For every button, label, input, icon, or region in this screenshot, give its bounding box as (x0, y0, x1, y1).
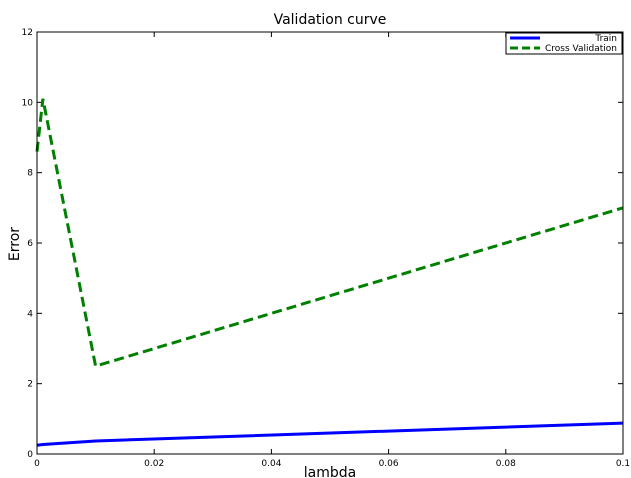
x-tick-label: 0.04 (261, 459, 281, 469)
legend-label-train: Train (594, 34, 617, 44)
y-tick-label: 10 (22, 98, 34, 108)
y-tick-label: 2 (27, 380, 33, 390)
y-tick-label: 6 (27, 239, 33, 249)
legend: Train Cross Validation (506, 33, 622, 54)
x-axis-label: lambda (304, 465, 356, 478)
x-tick-label: 0.1 (616, 459, 630, 469)
y-tick-label: 4 (27, 309, 33, 319)
x-tick-label: 0.08 (496, 459, 516, 469)
x-tick-label: 0.02 (144, 459, 164, 469)
chart-title: Validation curve (274, 12, 387, 28)
y-axis-label: Error (7, 227, 23, 261)
legend-label-cross-validation: Cross Validation (545, 44, 617, 54)
y-tick-label: 12 (22, 28, 33, 38)
y-tick-label: 0 (27, 450, 33, 460)
x-tick-label: 0.06 (379, 459, 399, 469)
y-tick-label: 8 (27, 169, 33, 179)
x-tick-label: 0 (34, 459, 40, 469)
